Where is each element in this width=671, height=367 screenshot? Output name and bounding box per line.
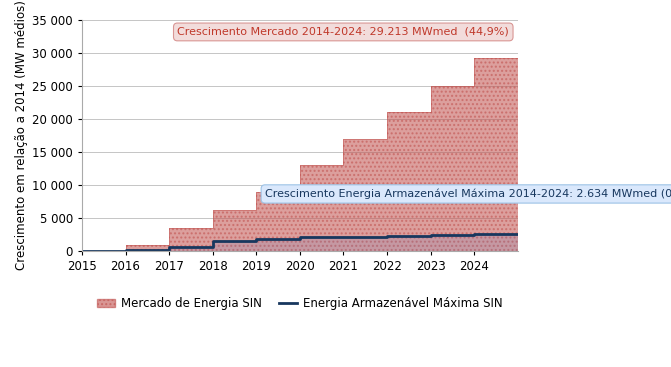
Energia Armazenável Máxima SIN (296, 235, 304, 239)
Legend: Mercado de Energia SIN, Energia Armazenável Máxima SIN: Mercado de Energia SIN, Energia Armazená… (93, 292, 507, 315)
Energia Armazenável Máxima SIN (427, 233, 435, 237)
Energia Armazenável Máxima SIN (383, 234, 391, 238)
Energia Armazenável Máxima SIN (209, 238, 217, 243)
Energia Armazenável Máxima SIN (252, 238, 260, 243)
Energia Armazenável Máxima SIN (340, 235, 348, 239)
Energia Armazenável Máxima SIN (296, 236, 304, 241)
Energia Armazenável Máxima SIN (121, 248, 130, 252)
Energia Armazenável Máxima SIN (252, 236, 260, 241)
Energia Armazenável Máxima SIN (121, 249, 130, 253)
Y-axis label: Crescimento em relação a 2014 (MW médios): Crescimento em relação a 2014 (MW médios… (15, 1, 28, 270)
Energia Armazenável Máxima SIN (165, 245, 173, 249)
Energia Armazenável Máxima SIN (165, 248, 173, 252)
Energia Armazenável Máxima SIN (427, 234, 435, 238)
Energia Armazenável Máxima SIN (470, 233, 478, 237)
Energia Armazenável Máxima SIN (470, 232, 478, 236)
Text: Crescimento Energia Armazenável Máxima 2014-2024: 2.634 MWmed (0,91%): Crescimento Energia Armazenável Máxima 2… (265, 189, 671, 199)
Energia Armazenável Máxima SIN (209, 245, 217, 249)
Energia Armazenável Máxima SIN (78, 249, 86, 253)
Energia Armazenável Máxima SIN (383, 235, 391, 239)
Line: Energia Armazenável Máxima SIN: Energia Armazenável Máxima SIN (82, 234, 518, 251)
Text: Crescimento Mercado 2014-2024: 29.213 MWmed  (44,9%): Crescimento Mercado 2014-2024: 29.213 MW… (177, 27, 509, 37)
Energia Armazenável Máxima SIN (340, 235, 348, 239)
Energia Armazenável Máxima SIN (514, 232, 522, 236)
